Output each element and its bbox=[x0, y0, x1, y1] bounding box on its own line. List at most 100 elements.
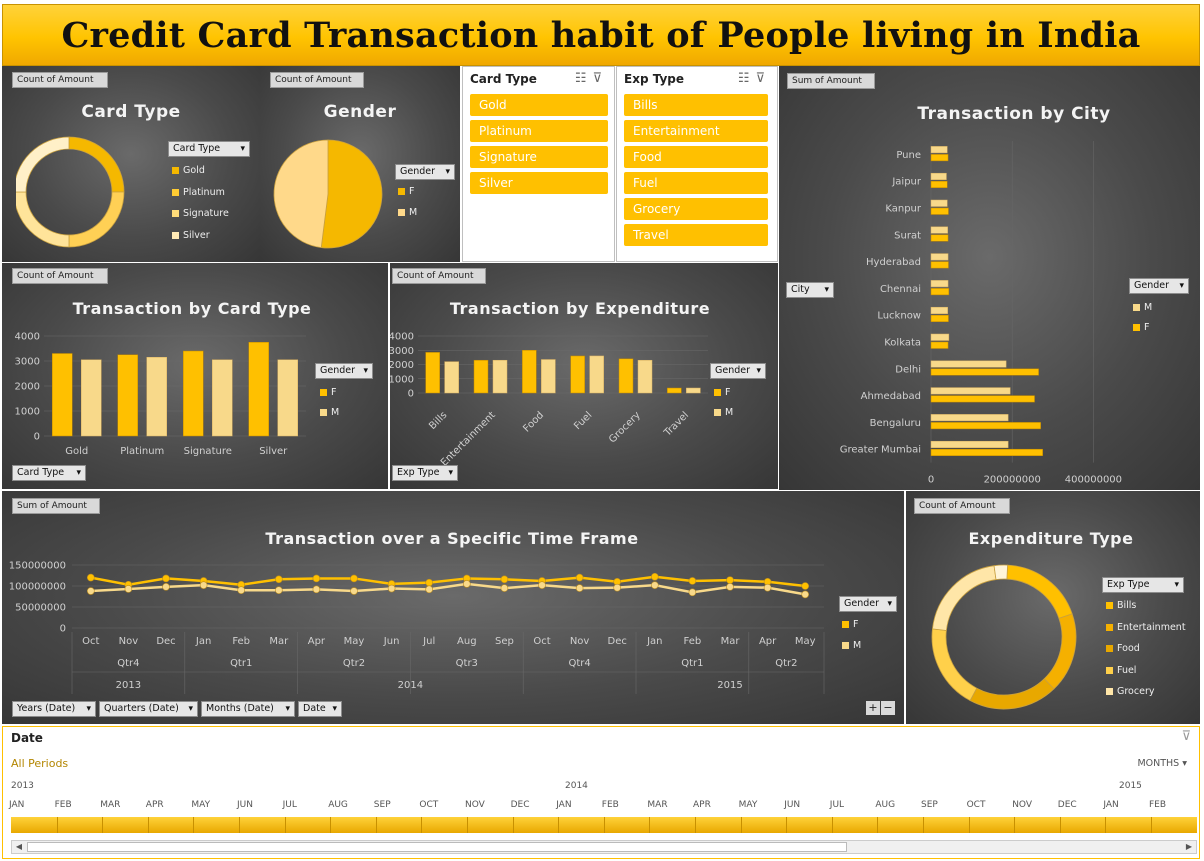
legend-swatch bbox=[1106, 623, 1113, 631]
slicer-item-silver[interactable]: Silver bbox=[470, 172, 608, 194]
timeline-month[interactable]: JUN bbox=[237, 800, 253, 810]
point-m bbox=[387, 584, 396, 593]
x-tick-label: Nov bbox=[570, 636, 590, 647]
scroll-right-icon[interactable]: ▶ bbox=[1185, 842, 1193, 851]
y-tick-label: 0 bbox=[408, 389, 414, 400]
card-type-donut bbox=[16, 136, 125, 248]
exp-bar-field-button[interactable]: Count of Amount bbox=[392, 268, 486, 284]
timeline-month[interactable]: APR bbox=[145, 800, 164, 810]
exp-bar-legend-filter[interactable]: Gender bbox=[710, 363, 766, 379]
timeline-month[interactable]: MAR bbox=[647, 800, 668, 810]
time-legend-filter[interactable]: Gender bbox=[839, 596, 897, 612]
timeline-month[interactable]: JAN bbox=[556, 800, 572, 810]
slicer-item-fuel[interactable]: Fuel bbox=[624, 172, 768, 194]
timeline-month[interactable]: AUG bbox=[328, 800, 348, 810]
card-type-title: Card Type bbox=[81, 102, 181, 122]
city-field-button[interactable]: Sum of Amount bbox=[787, 73, 875, 89]
clear-filter-icon[interactable]: ⊽ bbox=[1181, 729, 1191, 744]
scroll-thumb[interactable] bbox=[27, 842, 847, 852]
multiselect-clearfilter-icons[interactable]: ☷⊽ bbox=[737, 71, 771, 86]
x-tick-label: Nov bbox=[119, 636, 139, 647]
slicer-item-platinum[interactable]: Platinum bbox=[470, 120, 608, 142]
city-legend-filter[interactable]: Gender bbox=[1129, 278, 1189, 294]
bar-f-gold bbox=[52, 353, 73, 437]
bar-m-kanpur bbox=[930, 199, 948, 207]
timeline-month[interactable]: FEB bbox=[54, 800, 72, 810]
slicer-item-food[interactable]: Food bbox=[624, 146, 768, 168]
bar-m-food bbox=[541, 359, 556, 394]
city-filter[interactable]: City bbox=[786, 282, 834, 298]
slicer-item-entertainment[interactable]: Entertainment bbox=[624, 120, 768, 142]
x-tick-label: Fuel bbox=[572, 410, 594, 432]
timeline-month-divider bbox=[831, 817, 833, 833]
zoom-out-button[interactable]: − bbox=[881, 701, 895, 715]
slicer-item-signature[interactable]: Signature bbox=[470, 146, 608, 168]
exp-donut-field-button[interactable]: Count of Amount bbox=[914, 498, 1010, 514]
timeline-month-divider bbox=[558, 817, 560, 833]
timeline-month[interactable]: MAY bbox=[191, 800, 211, 810]
timeline-month[interactable]: JAN bbox=[1103, 800, 1119, 810]
slicer-item-grocery[interactable]: Grocery bbox=[624, 198, 768, 220]
timeline-month[interactable]: DEC bbox=[1057, 800, 1077, 810]
exp-bar-panel: Count of Amount Transaction by Expenditu… bbox=[390, 263, 778, 489]
timeline-month[interactable]: FEB bbox=[601, 800, 619, 810]
time-field-button[interactable]: Sum of Amount bbox=[12, 498, 100, 514]
card-bar-filter[interactable]: Card Type bbox=[12, 465, 86, 481]
timeline-month[interactable]: DEC bbox=[510, 800, 530, 810]
timeline-month[interactable]: APR bbox=[693, 800, 711, 810]
gender-field-button[interactable]: Count of Amount bbox=[270, 72, 364, 88]
time-filter-2[interactable]: Months (Date) bbox=[201, 701, 295, 717]
timeline-month[interactable]: FEB bbox=[1149, 800, 1167, 810]
scroll-left-icon[interactable]: ◀ bbox=[15, 842, 23, 851]
legend-swatch bbox=[1133, 304, 1140, 311]
gender-legend-filter[interactable]: Gender bbox=[395, 164, 455, 180]
point-m bbox=[575, 584, 584, 592]
timeline-month[interactable]: OCT bbox=[966, 800, 986, 810]
bar-m-hyderabad bbox=[930, 253, 949, 261]
timeline-month-divider bbox=[193, 817, 195, 833]
slicer-item-gold[interactable]: Gold bbox=[470, 94, 608, 116]
timeline-scrollbar[interactable]: ◀ ▶ bbox=[11, 840, 1197, 854]
timeline-month[interactable]: MAY bbox=[738, 800, 758, 810]
bar-f-chennai bbox=[930, 288, 950, 296]
point-m bbox=[500, 584, 509, 592]
timeline-month[interactable]: AUG bbox=[875, 800, 896, 810]
time-filter-1[interactable]: Quarters (Date) bbox=[99, 701, 198, 717]
timeline-month[interactable]: JAN bbox=[9, 800, 25, 810]
timeline-month[interactable]: JUL bbox=[282, 800, 297, 810]
card-type-field-button[interactable]: Count of Amount bbox=[12, 72, 108, 88]
timeline-month[interactable]: JUN bbox=[784, 800, 801, 810]
bar-f-entertainment bbox=[473, 359, 489, 394]
timeline-month[interactable]: SEP bbox=[373, 800, 391, 810]
timeline-month[interactable]: JUL bbox=[829, 800, 845, 810]
card-type-panel: Count of Amount Card Type Card Type Gold… bbox=[2, 66, 260, 262]
exp-bar-filter[interactable]: Exp Type bbox=[392, 465, 458, 481]
slice-f bbox=[320, 139, 383, 249]
timeline-month-divider bbox=[1151, 817, 1152, 833]
time-filter-3[interactable]: Date bbox=[298, 701, 342, 717]
multiselect-clearfilter-icons[interactable]: ☷⊽ bbox=[574, 71, 608, 86]
timeline-month[interactable]: NOV bbox=[465, 800, 485, 810]
timeline-month[interactable]: OCT bbox=[419, 800, 439, 810]
card-bar-legend-filter[interactable]: Gender bbox=[315, 363, 373, 379]
card-type-legend-filter[interactable]: Card Type bbox=[168, 141, 250, 157]
all-periods-label: All Periods bbox=[11, 757, 69, 770]
x-tick-label: Feb bbox=[232, 636, 250, 647]
slicer-item-travel[interactable]: Travel bbox=[624, 224, 768, 246]
x-tick-label: Feb bbox=[684, 636, 702, 647]
timeline-month[interactable]: NOV bbox=[1012, 800, 1033, 810]
timeline-month[interactable]: SEP bbox=[921, 800, 938, 810]
slicer-item-bills[interactable]: Bills bbox=[624, 94, 768, 116]
point-m bbox=[801, 590, 810, 599]
time-filter-0[interactable]: Years (Date) bbox=[12, 701, 96, 717]
timeline-month[interactable]: MAR bbox=[100, 800, 121, 810]
legend-label: Fuel bbox=[1117, 664, 1137, 676]
timeline-unit-dropdown[interactable]: MONTHS ▾ bbox=[1137, 758, 1187, 769]
card-bar-field-button[interactable]: Count of Amount bbox=[12, 268, 108, 284]
legend-item: M bbox=[398, 207, 417, 218]
legend-label: M bbox=[725, 407, 734, 418]
exp-donut-legend-filter[interactable]: Exp Type bbox=[1102, 577, 1184, 593]
slice-bills bbox=[1006, 564, 1073, 619]
zoom-in-button[interactable]: + bbox=[866, 701, 880, 715]
